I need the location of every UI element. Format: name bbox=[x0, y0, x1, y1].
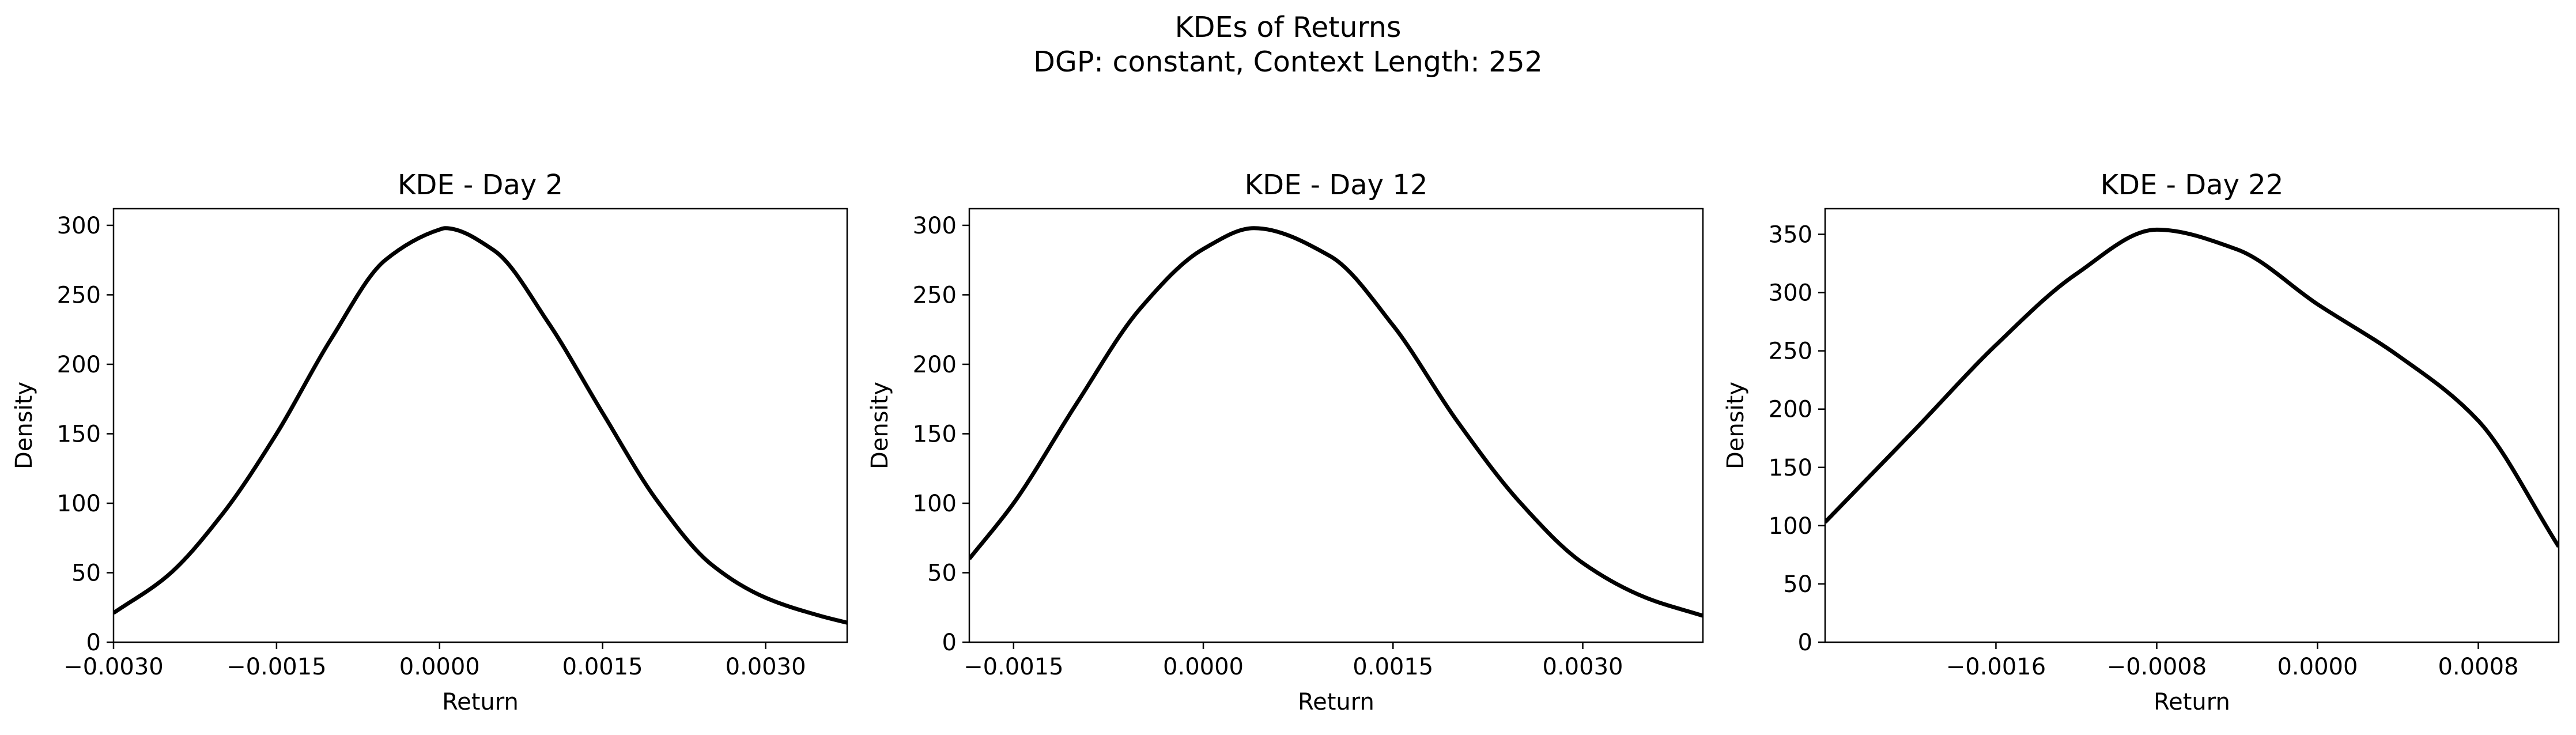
y-tick-label: 150 bbox=[1769, 455, 1812, 481]
y-tick-label: 100 bbox=[1769, 513, 1812, 540]
x-tick-label: −0.0030 bbox=[63, 654, 163, 680]
subplot-title: KDE - Day 2 bbox=[398, 169, 563, 201]
y-tick-label: 250 bbox=[57, 282, 101, 308]
y-tick-label: 300 bbox=[57, 213, 101, 239]
y-tick-label: 200 bbox=[913, 352, 957, 378]
subplot-2: −0.0015 0.0000 0.0015 0.0030 0 50 100 150 200 250… bbox=[867, 169, 1704, 715]
subplot-3: −0.0016 −0.0008 0.0000 0.0008 0 50 100 150 200 25… bbox=[1723, 169, 2560, 715]
x-tick-label: 0.0015 bbox=[1353, 654, 1433, 680]
y-tick-label: 250 bbox=[913, 282, 957, 308]
x-tick-label: 0.0030 bbox=[1543, 654, 1623, 680]
y-tick-label: 200 bbox=[1769, 397, 1812, 423]
kde-curve bbox=[1825, 227, 2559, 548]
x-axis-label: Return bbox=[442, 689, 519, 715]
y-tick-label: 350 bbox=[1769, 221, 1812, 248]
x-axis-label: Return bbox=[1298, 689, 1374, 715]
y-tick-label: 150 bbox=[913, 421, 957, 447]
subplot-title: KDE - Day 22 bbox=[2101, 169, 2284, 201]
x-tick-label: −0.0015 bbox=[964, 654, 1063, 680]
y-tick-label: 50 bbox=[71, 560, 101, 586]
figure-title-line-1: KDEs of Returns bbox=[1174, 11, 1402, 44]
x-tick-label: −0.0008 bbox=[2107, 654, 2207, 680]
kde-curve bbox=[114, 226, 847, 625]
x-axis-label: Return bbox=[2154, 689, 2230, 715]
y-axis-label: Density bbox=[11, 382, 37, 469]
y-tick-label: 200 bbox=[57, 352, 101, 378]
subplot-1: −0.0030 −0.0015 0.0000 0.0015 0.0030 0 50 100 15… bbox=[11, 169, 848, 715]
figure-title: KDEs of Returns DGP: constant, Context L… bbox=[0, 10, 2576, 80]
plot-frame bbox=[968, 208, 1704, 643]
x-tick-label: −0.0015 bbox=[226, 654, 326, 680]
y-tick-label: 0 bbox=[86, 630, 101, 656]
x-tick-label: 0.0030 bbox=[726, 654, 806, 680]
plot-frame bbox=[1824, 208, 2560, 643]
y-axis-label: Density bbox=[1723, 382, 1749, 469]
y-tick-label: 100 bbox=[913, 491, 957, 517]
plot-frame bbox=[112, 208, 848, 643]
y-tick-label: 300 bbox=[913, 213, 957, 239]
y-tick-label: 50 bbox=[927, 560, 957, 586]
x-tick-label: 0.0008 bbox=[2438, 654, 2519, 680]
y-tick-label: 300 bbox=[1769, 280, 1812, 307]
subplot-title: KDE - Day 12 bbox=[1245, 169, 1428, 201]
kde-curve bbox=[969, 226, 1703, 618]
y-axis-label: Density bbox=[867, 382, 893, 469]
y-tick-label: 150 bbox=[57, 421, 101, 447]
x-tick-label: −0.0016 bbox=[1946, 654, 2046, 680]
y-tick-label: 250 bbox=[1769, 338, 1812, 365]
y-tick-label: 0 bbox=[1798, 630, 1812, 656]
x-tick-label: 0.0015 bbox=[562, 654, 643, 680]
x-tick-label: 0.0000 bbox=[1163, 654, 1244, 680]
x-tick-label: 0.0000 bbox=[399, 654, 480, 680]
x-tick-label: 0.0000 bbox=[2277, 654, 2358, 680]
y-tick-label: 0 bbox=[942, 630, 957, 656]
y-tick-label: 100 bbox=[57, 491, 101, 517]
figure-title-line-2: DGP: constant, Context Length: 252 bbox=[1033, 46, 1543, 78]
y-tick-label: 50 bbox=[1783, 571, 1812, 598]
